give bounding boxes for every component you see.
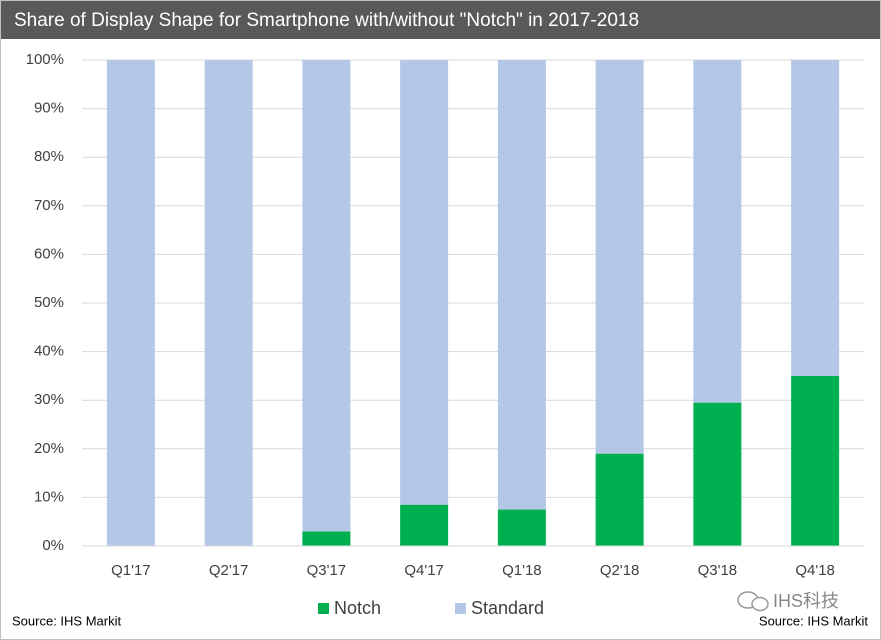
source: Source: IHS Markit bbox=[12, 613, 121, 628]
bar-segment bbox=[302, 60, 351, 532]
x-tick-label: Q2'17 bbox=[209, 562, 249, 579]
x-tick-label: Q4'18 bbox=[795, 562, 835, 579]
bar-segment bbox=[693, 60, 742, 403]
y-tick-label: 80% bbox=[34, 148, 64, 165]
bar-segment bbox=[791, 60, 840, 376]
title-bar bbox=[1, 1, 880, 39]
legend-swatch bbox=[318, 603, 329, 614]
x-tick-label: Q1'18 bbox=[502, 562, 542, 579]
y-tick-label: 100% bbox=[26, 51, 64, 68]
bar-segment bbox=[693, 402, 742, 546]
bar-segment bbox=[106, 60, 155, 546]
y-tick-label: 60% bbox=[34, 245, 64, 262]
bar-segment bbox=[302, 531, 351, 546]
source: Source: IHS Markit bbox=[759, 613, 868, 628]
bar-segment bbox=[595, 60, 644, 454]
bar-segment bbox=[400, 60, 449, 505]
x-tick-label: Q1'17 bbox=[111, 562, 151, 579]
bar-segment bbox=[497, 509, 546, 546]
legend-swatch bbox=[455, 603, 466, 614]
x-tick-label: Q3'18 bbox=[698, 562, 738, 579]
chart-title: Share of Display Shape for Smartphone wi… bbox=[14, 10, 639, 31]
y-tick-label: 30% bbox=[34, 391, 64, 408]
y-tick-label: 50% bbox=[34, 294, 64, 311]
y-tick-label: 40% bbox=[34, 343, 64, 360]
legend-label: Standard bbox=[471, 598, 544, 618]
bar-segment bbox=[400, 504, 449, 546]
legend-label: Notch bbox=[334, 598, 381, 618]
bar-segment bbox=[595, 453, 644, 546]
y-tick-label: 70% bbox=[34, 197, 64, 214]
y-tick-label: 90% bbox=[34, 100, 64, 117]
y-tick-label: 10% bbox=[34, 488, 64, 505]
x-tick-label: Q2'18 bbox=[600, 562, 640, 579]
y-tick-label: 0% bbox=[42, 537, 64, 554]
x-tick-label: Q4'17 bbox=[404, 562, 444, 579]
y-tick-label: 20% bbox=[34, 440, 64, 457]
x-tick-label: Q3'17 bbox=[307, 562, 347, 579]
bar-segment bbox=[791, 375, 840, 546]
watermark: IHS科技 bbox=[773, 591, 839, 611]
bar-segment bbox=[204, 60, 253, 546]
bar-segment bbox=[497, 60, 546, 510]
watermark-icon bbox=[737, 591, 769, 612]
